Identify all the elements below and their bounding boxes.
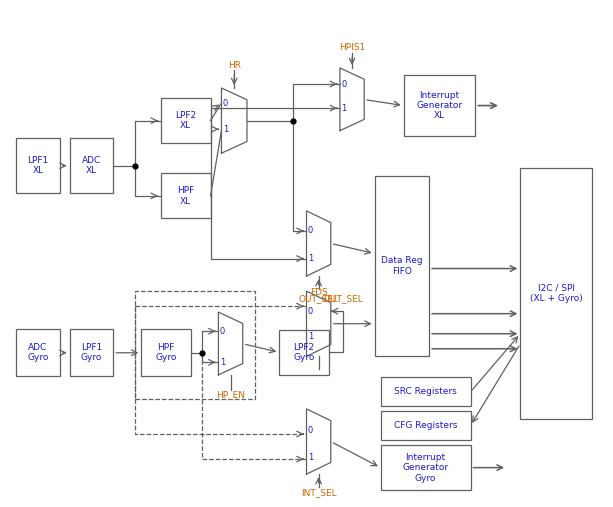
Text: 0: 0	[308, 425, 313, 434]
Text: OUT_SEL: OUT_SEL	[323, 294, 363, 303]
Text: ADC
Gyro: ADC Gyro	[28, 343, 48, 362]
Text: HPIS1: HPIS1	[339, 44, 365, 52]
Bar	[381, 377, 471, 407]
Bar	[161, 98, 210, 143]
Text: LPF1
Gyro: LPF1 Gyro	[81, 343, 102, 362]
Text: LPF2
Gyro: LPF2 Gyro	[294, 343, 314, 362]
Text: 1: 1	[341, 103, 346, 113]
Text: LPF1
XL: LPF1 XL	[28, 156, 48, 175]
Text: HP_EN: HP_EN	[216, 390, 245, 400]
Text: 1: 1	[308, 332, 313, 341]
Text: 0: 0	[308, 307, 313, 316]
Text: 1: 1	[223, 125, 228, 134]
Text: FDS: FDS	[310, 288, 327, 297]
Bar	[381, 411, 471, 440]
Text: INT_SEL: INT_SEL	[301, 488, 337, 497]
Text: ADC
XL: ADC XL	[82, 156, 101, 175]
Text: 0: 0	[308, 227, 313, 235]
Bar	[16, 138, 60, 193]
Text: 0: 0	[219, 327, 225, 336]
Bar	[381, 445, 471, 490]
Bar	[135, 291, 256, 399]
Bar	[161, 173, 210, 219]
Text: Interrupt
Generator
Gyro: Interrupt Generator Gyro	[403, 453, 449, 483]
Text: 1: 1	[219, 358, 225, 367]
Bar	[70, 329, 113, 376]
Text: 1: 1	[308, 254, 313, 263]
Text: CFG Registers: CFG Registers	[394, 421, 457, 430]
Bar	[375, 176, 429, 356]
Text: OUT_SEL: OUT_SEL	[299, 294, 338, 303]
Bar	[16, 329, 60, 376]
Bar	[520, 168, 592, 419]
Text: 0: 0	[341, 80, 346, 89]
Text: I2C / SPI
(XL + Gyro): I2C / SPI (XL + Gyro)	[530, 284, 582, 303]
Text: LPF2
XL: LPF2 XL	[175, 111, 196, 130]
Text: HPF
XL: HPF XL	[177, 186, 194, 205]
Text: 0: 0	[223, 98, 228, 107]
Bar	[279, 330, 329, 375]
Text: 1: 1	[308, 453, 313, 462]
Text: SRC Registers: SRC Registers	[394, 387, 457, 396]
Text: Interrupt
Generator
XL: Interrupt Generator XL	[416, 91, 463, 121]
Bar	[70, 138, 113, 193]
Text: HPF
Gyro: HPF Gyro	[156, 343, 177, 362]
Bar	[404, 76, 475, 136]
Text: Data Reg
FIFO: Data Reg FIFO	[381, 257, 423, 276]
Text: HR: HR	[227, 61, 241, 70]
Bar	[141, 329, 191, 376]
